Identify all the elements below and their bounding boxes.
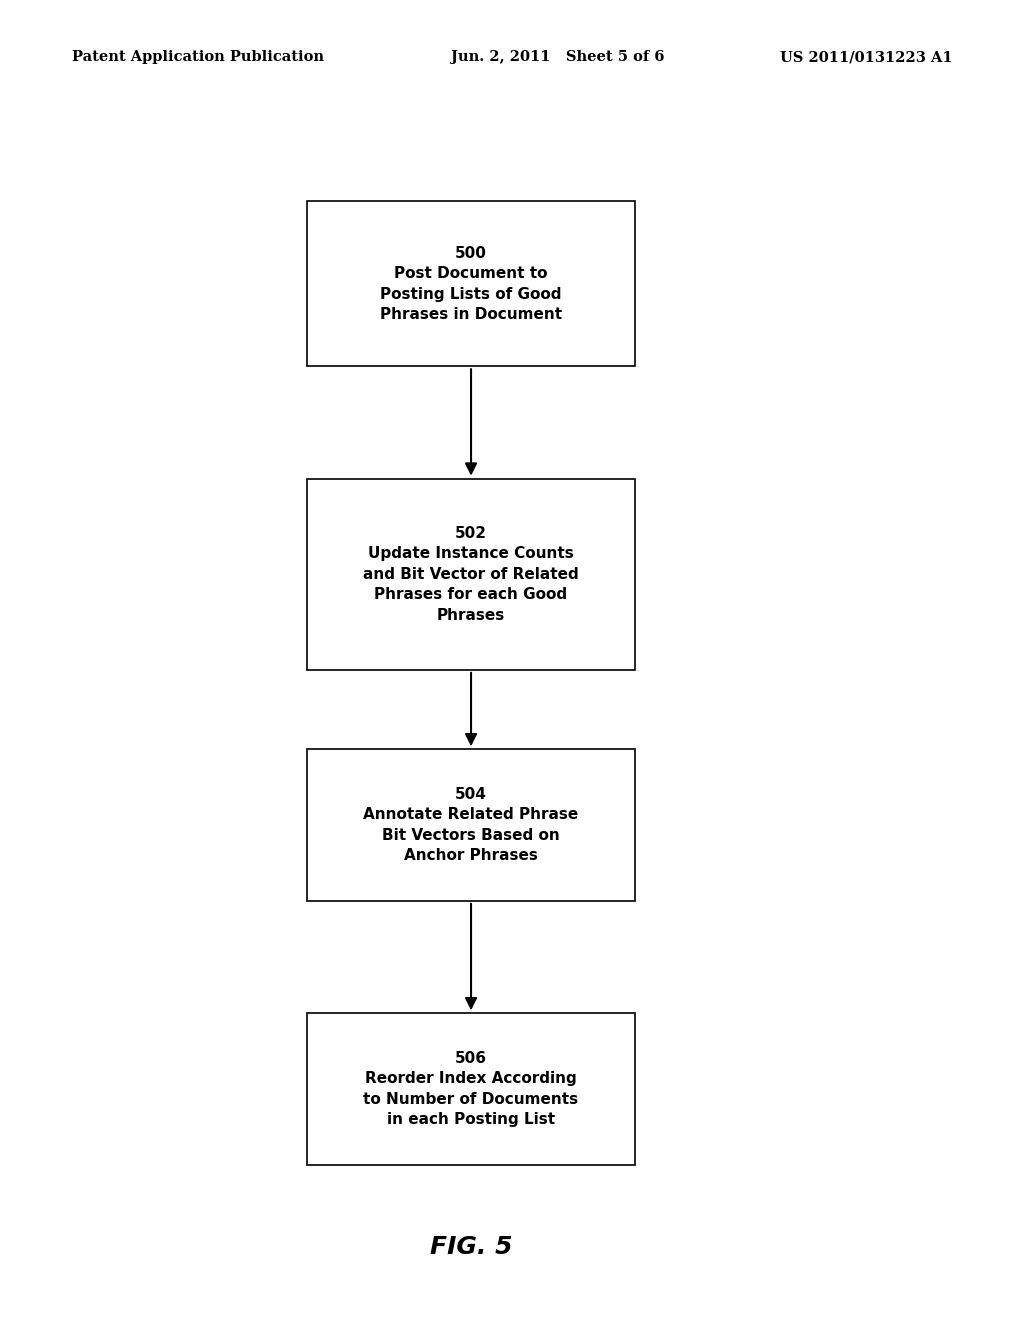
Text: FIG. 5: FIG. 5 [430, 1236, 512, 1259]
Text: Jun. 2, 2011   Sheet 5 of 6: Jun. 2, 2011 Sheet 5 of 6 [451, 50, 664, 65]
Text: 500
Post Document to
Posting Lists of Good
Phrases in Document: 500 Post Document to Posting Lists of Go… [380, 246, 562, 322]
FancyBboxPatch shape [307, 750, 635, 900]
Text: 502
Update Instance Counts
and Bit Vector of Related
Phrases for each Good
Phras: 502 Update Instance Counts and Bit Vecto… [364, 525, 579, 623]
FancyBboxPatch shape [307, 201, 635, 366]
Text: Patent Application Publication: Patent Application Publication [72, 50, 324, 65]
Text: 506
Reorder Index According
to Number of Documents
in each Posting List: 506 Reorder Index According to Number of… [364, 1051, 579, 1127]
Text: US 2011/0131223 A1: US 2011/0131223 A1 [779, 50, 952, 65]
FancyBboxPatch shape [307, 1014, 635, 1166]
FancyBboxPatch shape [307, 479, 635, 671]
Text: 504
Annotate Related Phrase
Bit Vectors Based on
Anchor Phrases: 504 Annotate Related Phrase Bit Vectors … [364, 787, 579, 863]
